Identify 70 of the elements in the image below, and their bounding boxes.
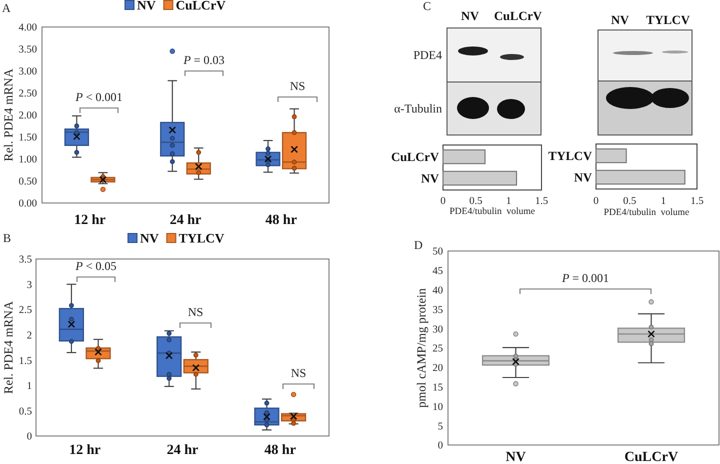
chart-title: B (3, 231, 12, 245)
x-tick-label: 12 hr (74, 213, 106, 228)
legend-label: NV (137, 0, 156, 12)
y-tick-label: 35 (432, 304, 443, 316)
chart-title: D (414, 238, 423, 252)
annotation: NS (188, 305, 204, 319)
x-tick-label: 24 hr (166, 443, 198, 458)
y-tick-label: 2 (26, 330, 32, 342)
x-tick-label: 1 (660, 196, 666, 207)
annotation: P < 0.05 (74, 259, 117, 273)
y-tick-label: 1 (26, 381, 32, 392)
legend-label: CuLCrV (176, 0, 226, 12)
y-tick-label: 0.5 (18, 406, 32, 418)
chart-title: C (423, 0, 432, 13)
y-tick-label: 3.50 (18, 44, 37, 56)
y-tick-label: 1.5 (18, 356, 32, 367)
annotation: P = 0.03 (182, 53, 225, 67)
y-tick-label: 4.00 (18, 22, 37, 34)
y-tick-label: 3.00 (18, 66, 37, 78)
y-tick-label: 1.00 (18, 154, 37, 166)
y-tick-label: 0 (26, 432, 32, 443)
x-tick-label: 1.5 (690, 196, 704, 207)
x-tick-label: 0 (593, 196, 599, 207)
annotation: P = 0.001 (560, 271, 610, 285)
y-tick-label: 40 (432, 285, 443, 296)
y-tick-label: 30 (432, 324, 443, 336)
y-tick-label: 50 (432, 246, 443, 258)
y-tick-label: 10 (432, 402, 443, 413)
y-tick-label: 45 (432, 266, 443, 278)
y-tick-label: 1.50 (18, 132, 37, 144)
text: NV (610, 13, 630, 27)
y-tick-label: 25 (432, 344, 443, 355)
y-tick-label: 5 (438, 421, 443, 432)
annotation: P < 0.001 (74, 90, 123, 104)
x-tick-label: CuLCrV (624, 450, 678, 464)
x-axis-title: PDE4/tubulin volume (604, 208, 690, 218)
x-tick-label: NV (506, 450, 526, 464)
y-tick-label: 0.00 (18, 198, 37, 210)
y-tick-label: 3 (26, 280, 32, 291)
annotation: NS (290, 366, 306, 380)
x-tick-label: 0.5 (623, 196, 636, 207)
text: TYLCV (646, 13, 690, 27)
text: NV (460, 9, 480, 23)
legend-label: NV (140, 230, 160, 246)
x-tick-label: 1 (506, 196, 512, 207)
y-tick-label: 3.5 (18, 254, 32, 266)
y-axis-title: Rel. PDE4 mRNA (1, 301, 16, 394)
x-tick-label: 24 hr (170, 213, 202, 228)
text: CuLCrV (494, 9, 542, 23)
y-tick-label: 2.00 (18, 110, 37, 122)
x-tick-label: 48 hr (264, 443, 296, 458)
y-axis-title: pmol cAMP/mg protein (414, 288, 428, 408)
legend-label: TYLCV (178, 230, 225, 246)
x-tick-label: 1.5 (534, 196, 548, 207)
annotation: NS (290, 79, 306, 93)
x-axis-title: PDE4/tubulin volume (450, 207, 535, 217)
y-tick-label: 15 (432, 382, 443, 394)
y-tick-label: CuLCrV (391, 150, 439, 164)
y-tick-label: NV (420, 172, 439, 186)
chart-title: A (2, 1, 11, 15)
text: α-Tubulin (394, 102, 442, 116)
y-tick-label: 2.5 (18, 305, 32, 316)
x-tick-label: 12 hr (69, 443, 101, 458)
y-tick-label: 0.50 (18, 176, 37, 188)
y-tick-label: 20 (432, 363, 443, 374)
text: PDE4 (413, 48, 442, 62)
x-tick-label: 48 hr (265, 213, 297, 228)
y-tick-label: 2.50 (18, 88, 37, 100)
y-axis-title: Rel. PDE4 mRNA (1, 68, 16, 162)
x-tick-label: 0.5 (469, 196, 482, 207)
